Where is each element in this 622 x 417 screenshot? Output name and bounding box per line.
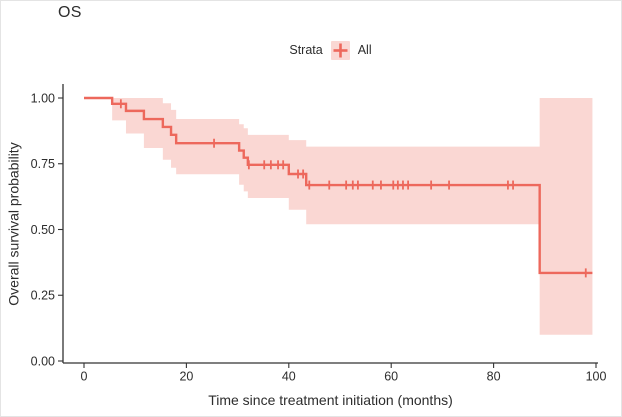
y-tick-label: 0.00 [31, 354, 55, 368]
y-tick-label: 0.25 [31, 289, 55, 303]
ci-ribbon-polygon [112, 98, 593, 335]
x-axis-title: Time since treatment initiation (months) [208, 392, 453, 408]
y-tick-label: 0.50 [31, 223, 55, 237]
plot-title: OS [58, 4, 82, 21]
censor-marks [119, 99, 587, 278]
y-axis: 0.00 0.25 0.50 0.75 1.00 [31, 84, 64, 368]
x-tick-label: 100 [586, 370, 607, 384]
confidence-interval-band [112, 98, 593, 335]
legend-title: Strata [289, 43, 323, 57]
censor-plus-icon [333, 43, 348, 57]
legend-entry-all: All [357, 43, 372, 57]
x-tick-label: 0 [81, 370, 88, 384]
y-tick-label: 1.00 [31, 91, 55, 105]
legend: Strata All [63, 39, 598, 61]
y-tick-label: 0.75 [31, 157, 55, 171]
x-axis: 0 20 40 60 80 100 [63, 362, 607, 384]
x-tick-label: 80 [487, 370, 501, 384]
y-axis-title: Overall survival probability [6, 141, 22, 306]
x-tick-label: 60 [384, 370, 398, 384]
x-tick-label: 40 [282, 370, 296, 384]
legend-key [330, 40, 350, 60]
x-tick-label: 20 [179, 370, 193, 384]
